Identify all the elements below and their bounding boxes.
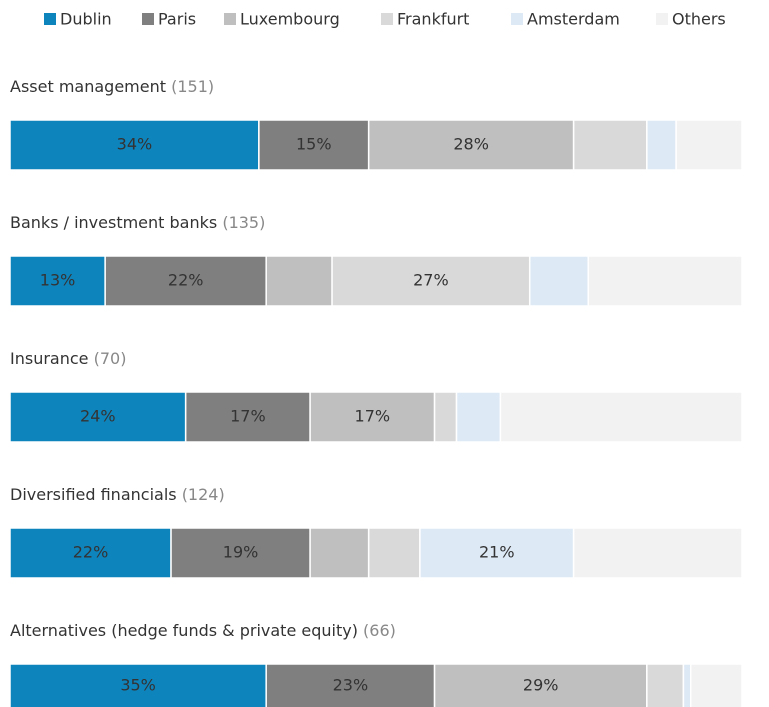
legend-label: Luxembourg	[240, 10, 340, 29]
value-label: 22%	[73, 543, 109, 562]
bar-segment	[309, 527, 370, 579]
legend-label: Others	[672, 10, 726, 29]
value-label: 13%	[40, 271, 76, 290]
bar-segment	[367, 119, 575, 171]
bar-segment	[258, 119, 370, 171]
category-count: (151)	[171, 77, 214, 96]
category-name: Asset management	[10, 77, 166, 96]
bar-segment	[675, 119, 743, 171]
bar-segment	[9, 119, 260, 171]
legend-label: Paris	[158, 10, 196, 29]
value-label: 21%	[479, 543, 515, 562]
bar-segment	[433, 663, 648, 707]
value-label: 34%	[117, 135, 153, 154]
value-label: 17%	[230, 407, 266, 426]
value-label: 15%	[296, 135, 332, 154]
category-label: Diversified financials (124)	[10, 485, 225, 504]
bar-segment	[265, 663, 436, 707]
legend-swatch	[44, 13, 56, 25]
bar-segment	[572, 119, 648, 171]
category-name: Diversified financials	[10, 485, 177, 504]
bar-segment	[682, 663, 692, 707]
legend-label: Dublin	[60, 10, 112, 29]
bar-segment	[265, 255, 333, 307]
category-count: (135)	[222, 213, 265, 232]
category-label: Banks / investment banks (135)	[10, 213, 265, 232]
bar-segment	[572, 527, 743, 579]
category-name: Insurance	[10, 349, 89, 368]
category-count: (124)	[182, 485, 225, 504]
bar-segment	[367, 527, 421, 579]
category-count: (70)	[94, 349, 127, 368]
bar-segment	[9, 527, 172, 579]
value-label: 24%	[80, 407, 116, 426]
category-label: Asset management (151)	[10, 77, 214, 96]
legend-swatch	[381, 13, 393, 25]
value-label: 23%	[333, 676, 369, 695]
category-name: Alternatives (hedge funds & private equi…	[10, 621, 358, 640]
bar-segment	[309, 391, 436, 443]
category-name: Banks / investment banks	[10, 213, 217, 232]
value-label: 35%	[120, 676, 156, 695]
bar-segment	[646, 663, 685, 707]
category-label: Alternatives (hedge funds & private equi…	[10, 621, 396, 640]
value-label: 19%	[223, 543, 259, 562]
legend-swatch	[224, 13, 236, 25]
bar-segment	[331, 255, 531, 307]
value-label: 27%	[413, 271, 449, 290]
category-label: Insurance (70)	[10, 349, 126, 368]
bar-segment	[528, 255, 590, 307]
legend-swatch	[511, 13, 523, 25]
value-label: 22%	[168, 271, 204, 290]
bar-segment	[104, 255, 267, 307]
legend-swatch	[656, 13, 668, 25]
bar-segment	[499, 391, 743, 443]
legend-label: Frankfurt	[397, 10, 469, 29]
category-count: (66)	[363, 621, 396, 640]
bar-segment	[9, 663, 267, 707]
bar-segment	[433, 391, 458, 443]
value-label: 29%	[523, 676, 559, 695]
legend-label: Amsterdam	[527, 10, 620, 29]
bar-segment	[587, 255, 743, 307]
legend-swatch	[142, 13, 154, 25]
value-label: 28%	[453, 135, 489, 154]
value-label: 17%	[355, 407, 391, 426]
bar-segment	[9, 391, 187, 443]
bar-segment	[184, 391, 311, 443]
bar-segment	[455, 391, 502, 443]
bar-segment	[646, 119, 677, 171]
bar-segment	[419, 527, 575, 579]
bar-segment	[690, 663, 743, 707]
